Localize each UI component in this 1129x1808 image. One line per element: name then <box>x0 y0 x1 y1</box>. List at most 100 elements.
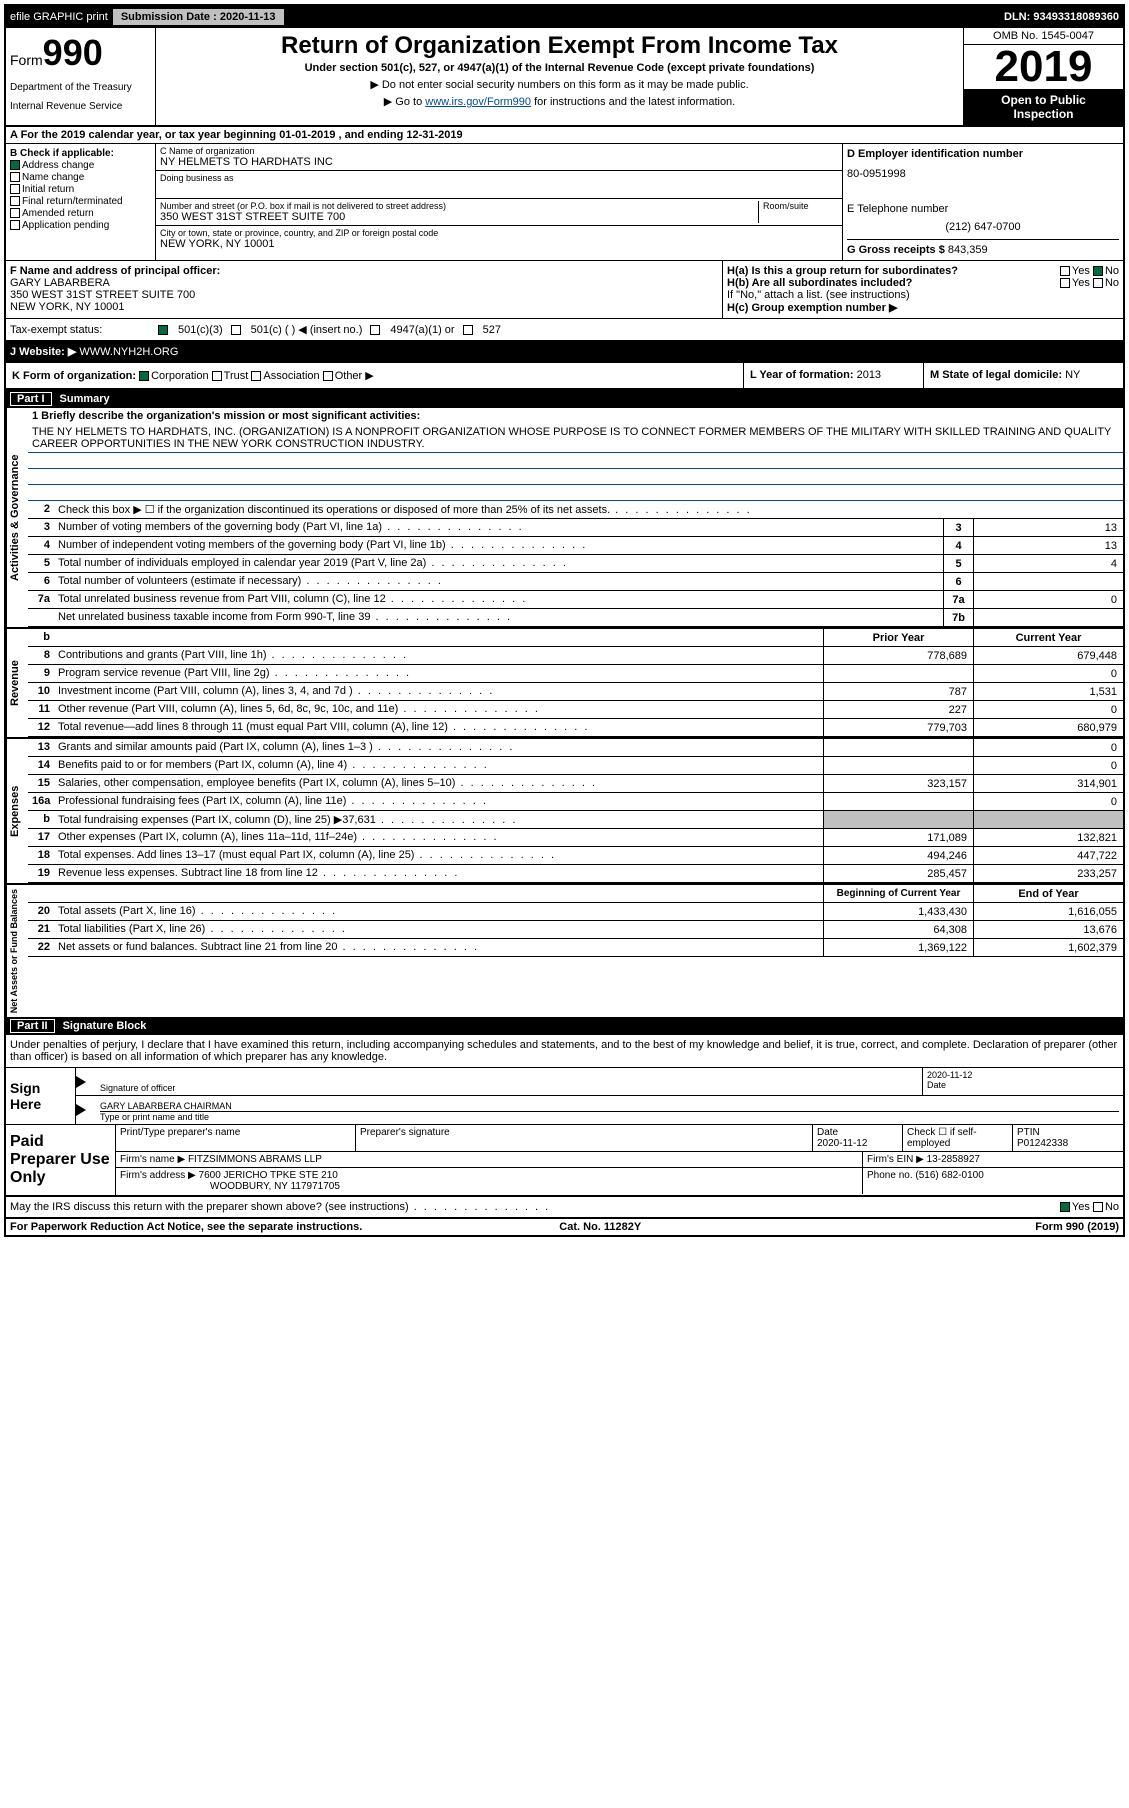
form-subtitle: Under section 501(c), 527, or 4947(a)(1)… <box>164 62 955 74</box>
chk-ha-no[interactable] <box>1093 266 1103 276</box>
col-current-year: Current Year <box>973 629 1123 646</box>
vtab-net: Net Assets or Fund Balances <box>6 885 28 1017</box>
tax-status-label: Tax-exempt status: <box>10 324 150 336</box>
row-l: L Year of formation: 2013 <box>743 363 923 388</box>
box-h: H(a) Is this a group return for subordin… <box>723 261 1123 318</box>
mission-label: 1 Briefly describe the organization's mi… <box>32 410 420 422</box>
phone-value: (212) 647-0700 <box>847 221 1119 233</box>
box-b: B Check if applicable: Address change Na… <box>6 144 156 260</box>
chk-trust[interactable] <box>212 371 222 381</box>
firm-ein-value: 13-2858927 <box>927 1154 980 1165</box>
chk-4947[interactable] <box>370 325 380 335</box>
gross-receipts-label: G Gross receipts $ <box>847 244 945 256</box>
irs-discuss-row: May the IRS discuss this return with the… <box>6 1197 1123 1219</box>
h-c-label: H(c) Group exemption number ▶ <box>727 302 897 314</box>
row-a: A For the 2019 calendar year, or tax yea… <box>6 127 1123 144</box>
city-value: NEW YORK, NY 10001 <box>160 238 838 250</box>
chk-irs-no[interactable] <box>1093 1202 1103 1212</box>
org-name-label: C Name of organization <box>160 146 838 156</box>
tax-status-row: Tax-exempt status: 501(c)(3) 501(c) ( ) … <box>6 319 1123 341</box>
mission-blank2 <box>28 469 1123 485</box>
row-k: K Form of organization: Corporation Trus… <box>6 363 743 388</box>
summary-line: 2Check this box ▶ ☐ if the organization … <box>28 501 1123 519</box>
col-prior-year: Prior Year <box>823 629 973 646</box>
sign-here-label: Sign Here <box>6 1068 76 1124</box>
mission-blank3 <box>28 485 1123 501</box>
chk-final-return[interactable] <box>10 196 20 206</box>
prep-name-label: Print/Type preparer's name <box>116 1125 356 1151</box>
prep-date-value: 2020-11-12 <box>817 1138 867 1149</box>
chk-other[interactable] <box>323 371 333 381</box>
ssn-note: ▶ Do not enter social security numbers o… <box>164 78 955 91</box>
vtab-rev: Revenue <box>6 629 28 737</box>
footer-mid: Cat. No. 11282Y <box>559 1221 641 1233</box>
chk-hb-yes[interactable] <box>1060 278 1070 288</box>
summary-line: 16aProfessional fundraising fees (Part I… <box>28 793 1123 811</box>
summary-line: 7aTotal unrelated business revenue from … <box>28 591 1123 609</box>
dept-treasury: Department of the Treasury <box>10 82 151 93</box>
ein-label: D Employer identification number <box>847 148 1023 160</box>
chk-527[interactable] <box>463 325 473 335</box>
top-bar: efile GRAPHIC print Submission Date : 20… <box>6 6 1123 28</box>
row-m: M State of legal domicile: NY <box>923 363 1123 388</box>
chk-initial-return[interactable] <box>10 184 20 194</box>
dln-label: DLN: 93493318089360 <box>1004 11 1119 23</box>
summary-line: 20Total assets (Part X, line 16)1,433,43… <box>28 903 1123 921</box>
summary-line: 4Number of independent voting members of… <box>28 537 1123 555</box>
arrow-icon <box>76 1104 86 1116</box>
chk-amended[interactable] <box>10 208 20 218</box>
dept-irs: Internal Revenue Service <box>10 101 151 112</box>
chk-ha-yes[interactable] <box>1060 266 1070 276</box>
ptin-label: PTIN <box>1017 1127 1040 1138</box>
summary-line: 14Benefits paid to or for members (Part … <box>28 757 1123 775</box>
firm-ein-label: Firm's EIN ▶ <box>867 1154 924 1165</box>
vtab-exp: Expenses <box>6 739 28 883</box>
footer-right: Form 990 (2019) <box>1035 1221 1119 1233</box>
prep-sig-label: Preparer's signature <box>356 1125 813 1151</box>
col-end-year: End of Year <box>973 885 1123 902</box>
footer: For Paperwork Reduction Act Notice, see … <box>6 1219 1123 1235</box>
chk-corp[interactable] <box>139 371 149 381</box>
sig-declaration: Under penalties of perjury, I declare th… <box>6 1035 1123 1067</box>
chk-name-change[interactable] <box>10 172 20 182</box>
summary-line: 17Other expenses (Part IX, column (A), l… <box>28 829 1123 847</box>
website-label: J Website: ▶ <box>10 346 76 358</box>
summary-line: 21Total liabilities (Part X, line 26)64,… <box>28 921 1123 939</box>
officer-label: F Name and address of principal officer: <box>10 265 220 277</box>
firm-name-value: FITZSIMMONS ABRAMS LLP <box>188 1154 322 1165</box>
irs-link[interactable]: www.irs.gov/Form990 <box>425 96 531 108</box>
header-title-block: Return of Organization Exempt From Incom… <box>156 28 963 125</box>
addr-value: 350 WEST 31ST STREET SUITE 700 <box>160 211 758 223</box>
chk-address-change[interactable] <box>10 160 20 170</box>
submission-button[interactable]: Submission Date : 2020-11-13 <box>112 8 285 26</box>
room-label: Room/suite <box>763 201 838 211</box>
ein-value: 80-0951998 <box>847 168 1119 180</box>
form-prefix: Form <box>10 52 43 68</box>
header-right-block: OMB No. 1545-0047 2019 Open to Public In… <box>963 28 1123 125</box>
chk-irs-yes[interactable] <box>1060 1202 1070 1212</box>
chk-app-pending[interactable] <box>10 220 20 230</box>
form-number: 990 <box>43 32 103 73</box>
mission-blank1 <box>28 453 1123 469</box>
gross-receipts-value: 843,359 <box>948 244 988 256</box>
summary-line: 3Number of voting members of the governi… <box>28 519 1123 537</box>
summary-line: 15Salaries, other compensation, employee… <box>28 775 1123 793</box>
firm-addr-label: Firm's address ▶ <box>120 1170 196 1181</box>
tax-year: 2019 <box>964 45 1123 89</box>
chk-501c3[interactable] <box>158 325 168 335</box>
firm-name-label: Firm's name ▶ <box>120 1154 185 1165</box>
sig-officer-label: Signature of officer <box>100 1083 918 1093</box>
chk-assoc[interactable] <box>251 371 261 381</box>
summary-line: 13Grants and similar amounts paid (Part … <box>28 739 1123 757</box>
inspect-line2: Inspection <box>968 107 1119 121</box>
dba-label: Doing business as <box>160 173 838 183</box>
arrow-icon <box>76 1076 86 1088</box>
website-value[interactable]: WWW.NYH2H.ORG <box>79 346 178 358</box>
col-begin-year: Beginning of Current Year <box>823 885 973 902</box>
chk-hb-no[interactable] <box>1093 278 1103 288</box>
addr-label: Number and street (or P.O. box if mail i… <box>160 201 758 211</box>
sig-date-value: 2020-11-12 <box>927 1070 1119 1080</box>
box-b-label: B Check if applicable: <box>10 148 114 159</box>
chk-501c[interactable] <box>231 325 241 335</box>
org-name: NY HELMETS TO HARDHATS INC <box>160 156 838 168</box>
